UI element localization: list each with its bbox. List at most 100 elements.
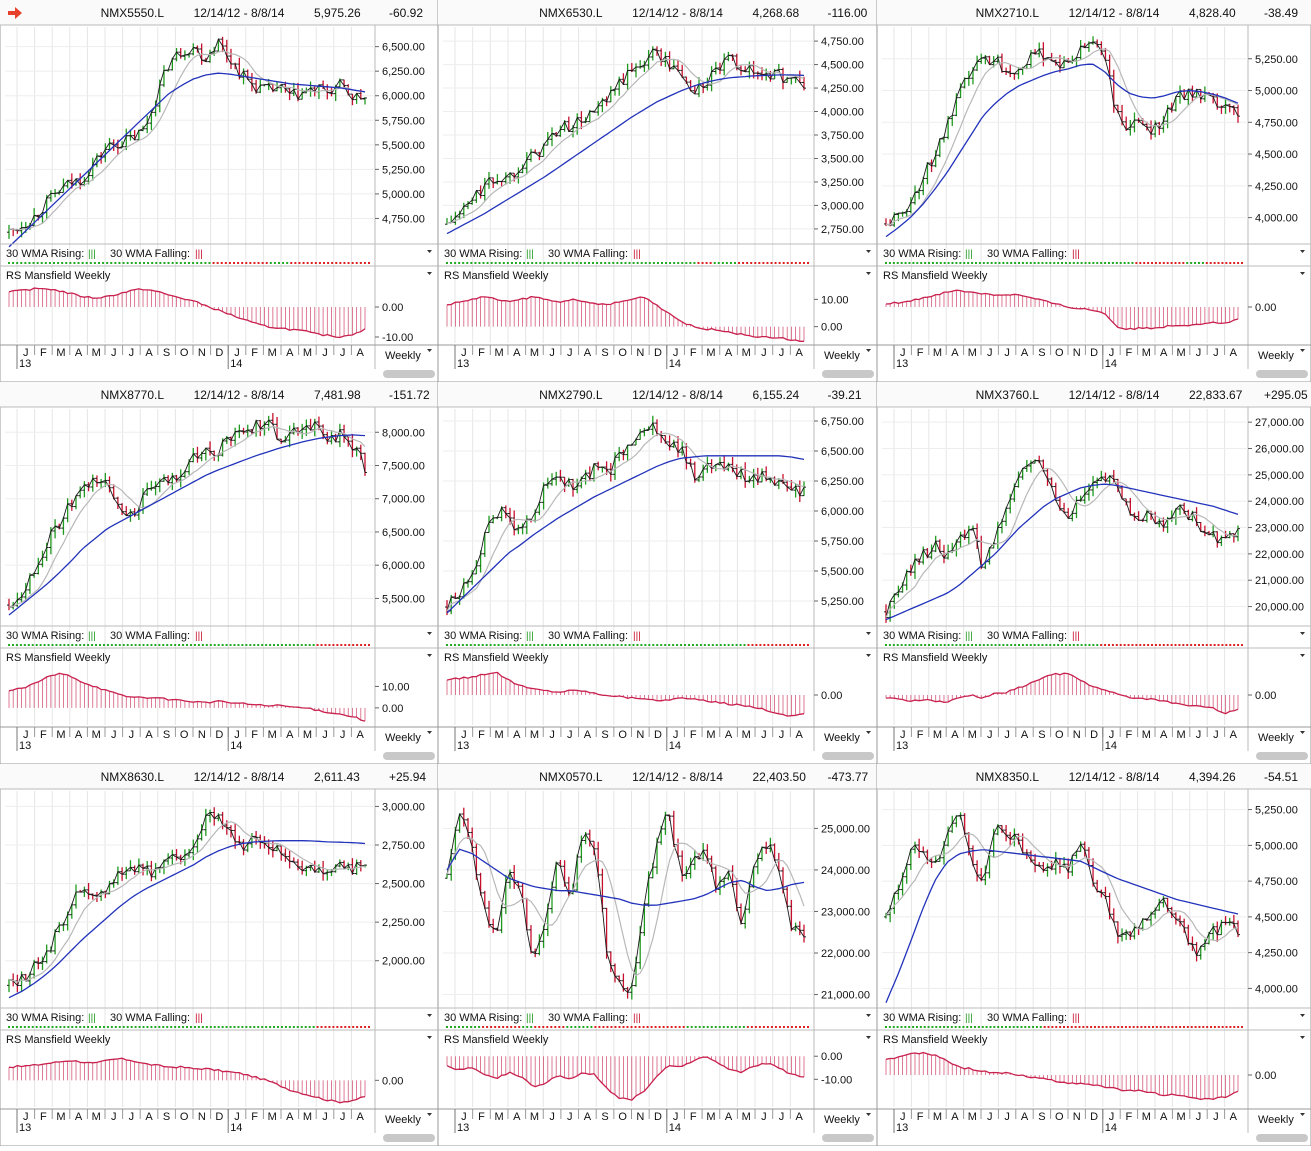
wma-rising-marker: |||: [965, 631, 973, 642]
red-right-arrow-icon[interactable]: [8, 7, 22, 19]
wma-state-dot: [1104, 262, 1107, 264]
wma-state-dot: [241, 262, 244, 264]
period-chevron-down-icon[interactable]: [866, 349, 871, 352]
rs-chevron-down-icon[interactable]: [1300, 1036, 1305, 1039]
wma-chevron-down-icon[interactable]: [866, 632, 871, 635]
rs-chevron-down-icon[interactable]: [866, 272, 871, 275]
wma-state-dot: [735, 644, 738, 646]
wma-state-dot: [320, 1026, 323, 1028]
horizontal-scrollbar[interactable]: [822, 1134, 874, 1142]
last-price-label: 5,975.26: [314, 6, 361, 20]
month-label: M: [968, 729, 977, 741]
rs-chevron-down-icon[interactable]: [427, 1036, 432, 1039]
wma-state-dot: [1076, 262, 1079, 264]
wma-chevron-down-icon[interactable]: [866, 1014, 871, 1017]
period-chevron-down-icon[interactable]: [866, 1113, 871, 1116]
wma-state-dot: [179, 262, 182, 264]
period-chevron-down-icon[interactable]: [1300, 349, 1305, 352]
wma-state-dot: [19, 644, 22, 646]
wma-state-dot: [509, 644, 512, 646]
wma-state-dot: [982, 644, 985, 646]
wma-state-dot: [23, 1026, 26, 1028]
wma-state-dot: [1016, 1026, 1019, 1028]
period-chevron-down-icon[interactable]: [427, 1113, 432, 1116]
wma-state-dot: [498, 262, 501, 264]
wma-state-dot: [27, 1026, 30, 1028]
wma-state-dot: [486, 262, 489, 264]
wma-chevron-down-icon[interactable]: [1300, 1014, 1305, 1017]
month-label: J: [779, 347, 785, 359]
wma-chevron-down-icon[interactable]: [866, 250, 871, 253]
wma-state-dot: [1051, 1026, 1054, 1028]
wma-state-dot: [747, 644, 750, 646]
month-label: J: [1196, 347, 1202, 359]
horizontal-scrollbar[interactable]: [1256, 752, 1308, 760]
period-label: Weekly: [385, 732, 421, 744]
wma-state-dot: [583, 262, 586, 264]
wma-state-dot: [642, 1026, 645, 1028]
period-chevron-down-icon[interactable]: [427, 731, 432, 734]
rs-chevron-down-icon[interactable]: [427, 654, 432, 657]
horizontal-scrollbar[interactable]: [1256, 1134, 1308, 1142]
horizontal-scrollbar[interactable]: [383, 752, 435, 760]
wma-state-dot: [1174, 262, 1177, 264]
horizontal-scrollbar[interactable]: [822, 752, 874, 760]
wma-chevron-down-icon[interactable]: [427, 1014, 432, 1017]
wma-state-dot: [170, 1026, 173, 1028]
wma-state-dot: [1111, 644, 1114, 646]
price-tick-label: 2,750.00: [382, 840, 425, 852]
wma-state-dot: [106, 1026, 109, 1028]
period-chevron-down-icon[interactable]: [1300, 1113, 1305, 1116]
wma-chevron-down-icon[interactable]: [427, 632, 432, 635]
wma-state-dot: [233, 262, 235, 264]
horizontal-scrollbar[interactable]: [1256, 370, 1308, 378]
month-label: J: [322, 347, 328, 359]
horizontal-scrollbar[interactable]: [383, 370, 435, 378]
period-chevron-down-icon[interactable]: [866, 731, 871, 734]
month-label: O: [1055, 347, 1064, 359]
wma-state-dot: [541, 644, 544, 646]
rs-chevron-down-icon[interactable]: [1300, 272, 1305, 275]
wma-state-dot: [542, 1026, 545, 1028]
wma-state-dot: [122, 1026, 125, 1028]
wma-chevron-down-icon[interactable]: [1300, 632, 1305, 635]
month-label: N: [1073, 347, 1081, 359]
horizontal-scrollbar[interactable]: [822, 370, 874, 378]
wma-chevron-down-icon[interactable]: [427, 250, 432, 253]
wma-state-dot: [614, 1026, 617, 1028]
price-tick-label: 6,000.00: [382, 91, 425, 103]
month-label: M: [303, 729, 312, 741]
wma-state-dot: [312, 644, 315, 646]
month-label: A: [75, 1111, 83, 1123]
wma-state-dot: [1221, 644, 1224, 646]
wma-state-dot: [506, 262, 509, 264]
wma-state-dot: [55, 644, 58, 646]
wma-state-dot: [213, 1026, 216, 1028]
wma-state-dot: [15, 1026, 18, 1028]
wma-state-dot: [1092, 262, 1095, 264]
period-chevron-down-icon[interactable]: [1300, 731, 1305, 734]
wma-state-dot: [786, 1026, 789, 1028]
month-label: S: [601, 729, 608, 741]
wma-state-dot: [538, 1026, 541, 1028]
wma-state-dot: [221, 1026, 224, 1028]
month-label: J: [549, 729, 555, 741]
wma-chevron-down-icon[interactable]: [1300, 250, 1305, 253]
rs-label: RS Mansfield Weekly: [883, 1034, 988, 1046]
wma-state-dot: [714, 1026, 717, 1028]
rs-chevron-down-icon[interactable]: [866, 654, 871, 657]
wma-state-dot: [1107, 644, 1110, 646]
wma-state-dot: [730, 1026, 733, 1028]
wma30-line: [8, 434, 366, 616]
period-chevron-down-icon[interactable]: [427, 349, 432, 352]
horizontal-scrollbar[interactable]: [383, 1134, 435, 1142]
year-label: 14: [669, 1122, 681, 1134]
rs-chevron-down-icon[interactable]: [1300, 654, 1305, 657]
wma-state-dot: [1151, 262, 1154, 264]
wma-state-dot: [1229, 262, 1232, 264]
wma-state-dot: [892, 644, 895, 646]
wma-state-dot: [314, 262, 317, 264]
wma-falling-marker: |||: [633, 1013, 641, 1024]
rs-chevron-down-icon[interactable]: [866, 1036, 871, 1039]
rs-chevron-down-icon[interactable]: [427, 272, 432, 275]
